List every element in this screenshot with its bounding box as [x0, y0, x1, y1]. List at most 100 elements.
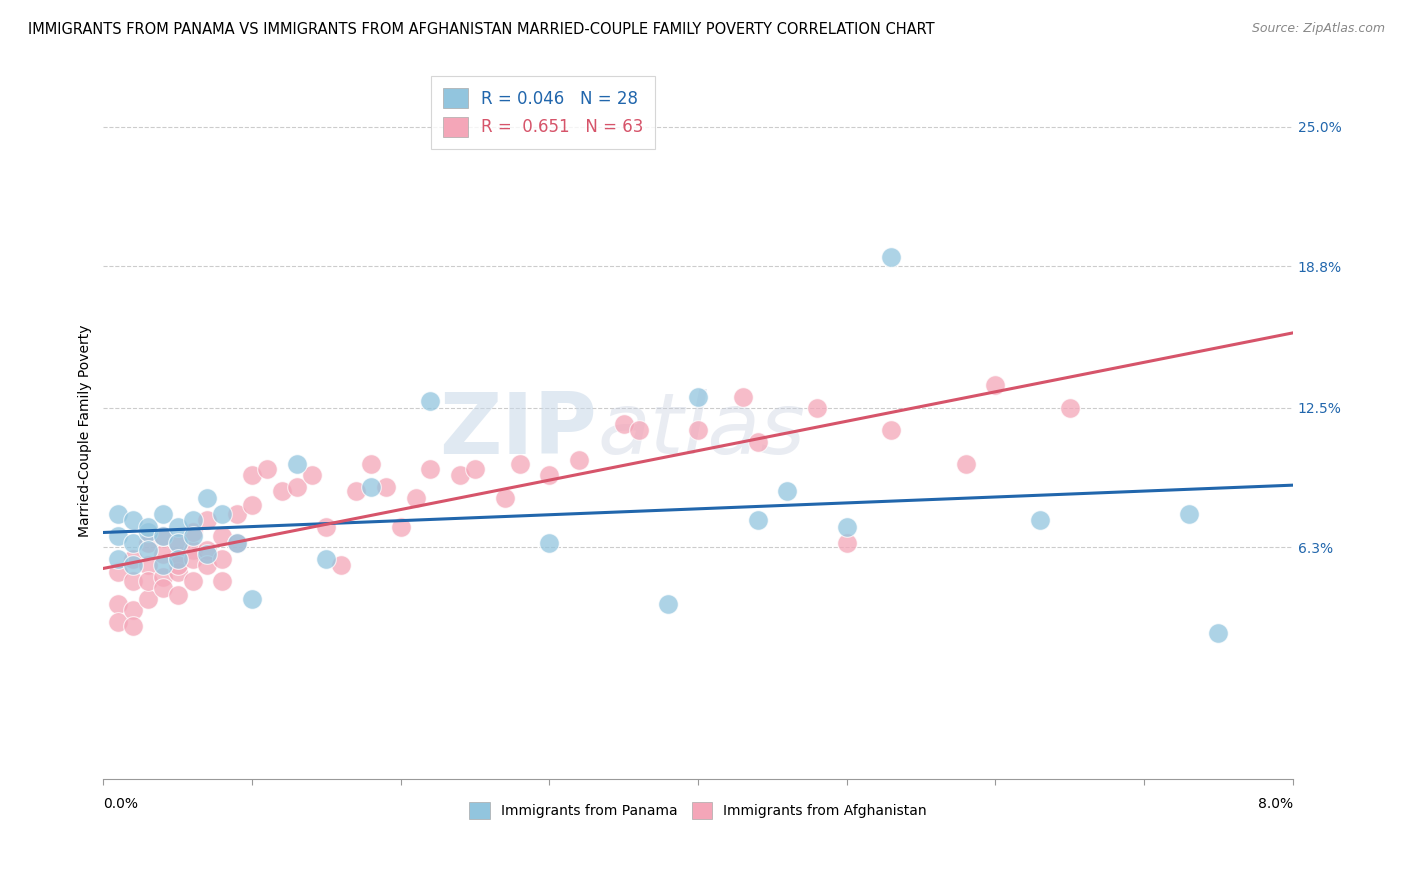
Point — [152, 581, 174, 595]
Point — [136, 524, 159, 539]
Point — [166, 565, 188, 579]
Point — [166, 536, 188, 550]
Point — [285, 480, 308, 494]
Point — [211, 507, 233, 521]
Point — [374, 480, 396, 494]
Point — [226, 536, 249, 550]
Point — [270, 484, 292, 499]
Point — [107, 551, 129, 566]
Point — [152, 547, 174, 561]
Point — [464, 461, 486, 475]
Point — [494, 491, 516, 505]
Point — [152, 558, 174, 573]
Point — [107, 565, 129, 579]
Point — [122, 551, 145, 566]
Point — [166, 520, 188, 534]
Point — [613, 417, 636, 431]
Point — [166, 536, 188, 550]
Point — [107, 507, 129, 521]
Point — [538, 468, 561, 483]
Point — [107, 597, 129, 611]
Point — [211, 574, 233, 588]
Point — [152, 529, 174, 543]
Point — [240, 592, 263, 607]
Point — [181, 529, 204, 543]
Point — [1208, 625, 1230, 640]
Point — [627, 424, 650, 438]
Point — [360, 457, 382, 471]
Point — [211, 551, 233, 566]
Point — [955, 457, 977, 471]
Point — [122, 558, 145, 573]
Point — [344, 484, 367, 499]
Point — [152, 569, 174, 583]
Point — [181, 513, 204, 527]
Point — [449, 468, 471, 483]
Point — [301, 468, 323, 483]
Point — [688, 390, 710, 404]
Point — [240, 498, 263, 512]
Point — [285, 457, 308, 471]
Point — [984, 378, 1007, 392]
Point — [731, 390, 754, 404]
Point — [256, 461, 278, 475]
Text: 8.0%: 8.0% — [1258, 797, 1292, 811]
Point — [776, 484, 799, 499]
Point — [181, 542, 204, 557]
Point — [835, 520, 858, 534]
Point — [136, 542, 159, 557]
Point — [181, 574, 204, 588]
Point — [1059, 401, 1081, 415]
Point — [197, 558, 219, 573]
Point — [107, 615, 129, 629]
Point — [509, 457, 531, 471]
Point — [136, 558, 159, 573]
Point — [747, 434, 769, 449]
Point — [197, 491, 219, 505]
Y-axis label: Married-Couple Family Poverty: Married-Couple Family Poverty — [79, 324, 93, 537]
Point — [568, 452, 591, 467]
Text: 0.0%: 0.0% — [104, 797, 138, 811]
Legend: Immigrants from Panama, Immigrants from Afghanistan: Immigrants from Panama, Immigrants from … — [464, 797, 932, 824]
Point — [538, 536, 561, 550]
Point — [1029, 513, 1052, 527]
Point — [122, 513, 145, 527]
Point — [880, 250, 903, 264]
Point — [181, 551, 204, 566]
Point — [405, 491, 427, 505]
Point — [226, 507, 249, 521]
Text: IMMIGRANTS FROM PANAMA VS IMMIGRANTS FROM AFGHANISTAN MARRIED-COUPLE FAMILY POVE: IMMIGRANTS FROM PANAMA VS IMMIGRANTS FRO… — [28, 22, 935, 37]
Point — [197, 547, 219, 561]
Point — [136, 574, 159, 588]
Point — [240, 468, 263, 483]
Point — [419, 461, 441, 475]
Point — [166, 551, 188, 566]
Text: Source: ZipAtlas.com: Source: ZipAtlas.com — [1251, 22, 1385, 36]
Point — [107, 529, 129, 543]
Point — [657, 597, 679, 611]
Point — [835, 536, 858, 550]
Point — [315, 520, 337, 534]
Point — [360, 480, 382, 494]
Point — [419, 394, 441, 409]
Point — [880, 424, 903, 438]
Point — [389, 520, 412, 534]
Point — [197, 513, 219, 527]
Point — [226, 536, 249, 550]
Text: atlas: atlas — [598, 389, 806, 472]
Point — [315, 551, 337, 566]
Point — [136, 520, 159, 534]
Point — [747, 513, 769, 527]
Point — [1177, 507, 1199, 521]
Point — [152, 529, 174, 543]
Point — [122, 574, 145, 588]
Point — [136, 536, 159, 550]
Point — [330, 558, 353, 573]
Point — [197, 542, 219, 557]
Point — [122, 536, 145, 550]
Text: ZIP: ZIP — [439, 389, 598, 472]
Point — [166, 558, 188, 573]
Point — [688, 424, 710, 438]
Point — [806, 401, 828, 415]
Point — [211, 529, 233, 543]
